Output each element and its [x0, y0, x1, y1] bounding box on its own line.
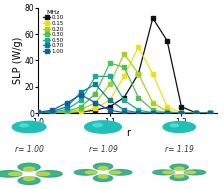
Ellipse shape — [170, 175, 188, 180]
Ellipse shape — [175, 175, 184, 177]
Circle shape — [20, 124, 28, 127]
Circle shape — [170, 124, 178, 127]
Circle shape — [163, 122, 195, 132]
Text: r= 1.19: r= 1.19 — [165, 145, 194, 154]
Ellipse shape — [85, 171, 96, 174]
Ellipse shape — [163, 171, 174, 174]
Ellipse shape — [36, 171, 62, 177]
Ellipse shape — [170, 164, 188, 170]
Ellipse shape — [109, 170, 132, 175]
Ellipse shape — [185, 171, 196, 174]
Ellipse shape — [94, 163, 113, 170]
Text: r= 1.00: r= 1.00 — [15, 145, 43, 154]
X-axis label: r: r — [126, 128, 130, 138]
Ellipse shape — [0, 171, 22, 177]
Ellipse shape — [37, 172, 50, 175]
Ellipse shape — [110, 171, 121, 174]
Y-axis label: SLP (W/g): SLP (W/g) — [13, 37, 23, 84]
Circle shape — [12, 121, 46, 133]
Ellipse shape — [18, 163, 40, 171]
Ellipse shape — [98, 167, 108, 170]
Ellipse shape — [9, 172, 22, 175]
Ellipse shape — [184, 170, 206, 175]
Ellipse shape — [175, 167, 184, 170]
Ellipse shape — [24, 177, 34, 180]
Text: r= 1.09: r= 1.09 — [89, 145, 117, 154]
Circle shape — [93, 124, 102, 127]
Ellipse shape — [74, 170, 97, 175]
Circle shape — [85, 121, 121, 133]
Ellipse shape — [153, 170, 174, 175]
Ellipse shape — [94, 175, 113, 181]
Legend: 0.10, 0.15, 0.20, 0.30, 0.50, 0.70, 1.00: 0.10, 0.15, 0.20, 0.30, 0.50, 0.70, 1.00 — [43, 9, 64, 54]
Ellipse shape — [18, 177, 40, 184]
Ellipse shape — [24, 167, 34, 171]
Ellipse shape — [98, 175, 108, 178]
